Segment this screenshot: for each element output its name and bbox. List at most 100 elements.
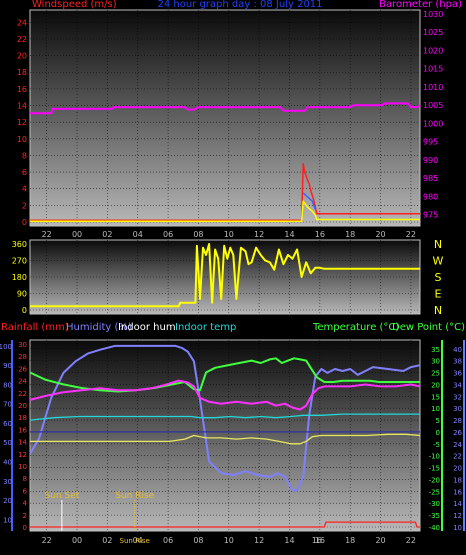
humidity-tick-label: 60 — [3, 420, 12, 428]
humidity-tick-label: 40 — [3, 459, 12, 467]
dewpoint-tick-label: 26 — [453, 429, 462, 437]
x-tick-label: 08 — [193, 230, 203, 239]
rain-tick-label: 18 — [18, 414, 27, 422]
barometer-tick-label: 1015 — [423, 65, 443, 74]
sun-rise-label: Sun Rise — [115, 491, 154, 501]
rain-tick-label: 2 — [23, 512, 27, 520]
x-tick-label: 14 — [284, 230, 294, 239]
barometer-tick-label: 1025 — [423, 28, 443, 37]
temperature-tick-label: -35 — [429, 512, 440, 520]
x-tick-label: 00 — [72, 536, 82, 545]
x-tick-label: 12 — [254, 536, 264, 545]
humidity-tick-label: 20 — [3, 497, 12, 505]
rain-tick-label: 26 — [18, 365, 27, 373]
rain-tick-label: 12 — [18, 451, 27, 459]
series-line-humidity — [29, 344, 421, 492]
x-tick-label: 20 — [375, 230, 385, 239]
wind-tick-label: 8 — [22, 151, 27, 160]
x-tick-label: 08 — [193, 536, 203, 545]
temperature-tick-label: 5 — [436, 417, 440, 425]
dewpoint-tick-label: 12 — [453, 512, 462, 520]
wind-tick-label: 2 — [22, 201, 27, 210]
dewpoint-tick-label: 32 — [453, 393, 462, 401]
wind-axis-label: Windspeed (m/s) — [32, 0, 117, 10]
x-tick-label: 02 — [102, 230, 112, 239]
x-tick-label: 12 — [254, 230, 264, 239]
temperature-tick-label: -15 — [429, 465, 440, 473]
wind-tick-label: 6 — [22, 168, 27, 177]
barometer-tick-label: 995 — [423, 138, 438, 147]
series-line-indoor-hum — [29, 379, 421, 411]
barometer-tick-label: 1030 — [423, 10, 443, 19]
dewpoint-tick-label: 14 — [453, 500, 462, 508]
series-line-dew-point — [30, 433, 421, 445]
x-tick-label: 04 — [133, 230, 143, 239]
direction-tick-label: 360 — [12, 240, 27, 249]
x-tick-label: 06 — [163, 536, 173, 545]
temperature-tick-label: 30 — [431, 358, 440, 366]
temperature-tick-label: 25 — [431, 370, 440, 378]
x-tick-label: 16 — [315, 536, 325, 545]
barometer-tick-label: 980 — [423, 192, 438, 201]
rain-tick-label: 16 — [18, 426, 27, 434]
x-tick-label: 22 — [406, 230, 416, 239]
barometer-tick-label: 1005 — [423, 101, 443, 110]
midnight-marker-label: 16 — [312, 536, 322, 545]
legend-label: Humidity (%) — [66, 322, 132, 333]
rain-tick-label: 28 — [18, 353, 27, 361]
wind-tick-label: 22 — [17, 35, 27, 44]
temperature-tick-label: -10 — [429, 453, 440, 461]
x-tick-label: 20 — [375, 536, 385, 545]
x-tick-label: 00 — [72, 230, 82, 239]
legend-label: Indoor hum — [118, 322, 176, 333]
humidity-tick-label: 30 — [3, 478, 12, 486]
dewpoint-tick-label: 10 — [453, 524, 462, 532]
temperature-tick-label: 35 — [431, 346, 440, 354]
x-tick-label: 06 — [163, 230, 173, 239]
x-tick-label: 10 — [224, 230, 234, 239]
temperature-tick-label: -20 — [429, 476, 440, 484]
direction-tick-label: 180 — [12, 273, 27, 282]
temperature-tick-label: 10 — [431, 405, 440, 413]
series-line-barometer — [30, 102, 421, 115]
legend-label: Rainfall (mm) — [1, 322, 69, 333]
dewpoint-tick-label: 28 — [453, 417, 462, 425]
rain-tick-label: 30 — [18, 341, 27, 349]
dewpoint-tick-label: 24 — [453, 441, 462, 449]
humidity-tick-label: 50 — [3, 439, 12, 447]
chart-title: 24 hour graph day : 08 July 2011 — [157, 0, 322, 10]
compass-label: S — [435, 271, 442, 284]
dewpoint-tick-label: 18 — [453, 476, 462, 484]
series-line-wind-average — [302, 192, 317, 210]
series-line-indoor-temp — [29, 413, 420, 421]
dewpoint-tick-label: 36 — [453, 370, 462, 378]
series-line-wind-direction — [30, 243, 420, 308]
temperature-tick-label: 0 — [436, 429, 440, 437]
wind-tick-label: 20 — [17, 52, 27, 61]
sun-rise-axis-label: Sun Rise — [120, 537, 150, 545]
dewpoint-tick-label: 40 — [453, 346, 462, 354]
x-tick-label: 16 — [315, 230, 325, 239]
rain-tick-label: 10 — [18, 463, 27, 471]
legend-label: Indoor temp — [175, 322, 236, 333]
rain-tick-label: 0 — [23, 524, 27, 532]
wind-tick-label: 12 — [17, 118, 27, 127]
humidity-tick-label: 10 — [3, 516, 12, 524]
barometer-tick-label: 1010 — [423, 83, 443, 92]
temperature-tick-label: -25 — [429, 488, 440, 496]
x-tick-label: 18 — [345, 536, 355, 545]
dewpoint-tick-label: 30 — [453, 405, 462, 413]
barometer-axis-label: Barometer (hpa) — [379, 0, 462, 10]
humidity-tick-label: 100 — [0, 343, 12, 351]
humidity-tick-label: 90 — [3, 362, 12, 370]
temperature-tick-label: -40 — [429, 524, 440, 532]
temperature-tick-label: 20 — [431, 381, 440, 389]
rain-tick-label: 8 — [23, 475, 27, 483]
direction-tick-label: 90 — [17, 290, 27, 299]
humidity-tick-label: 70 — [3, 401, 12, 409]
barometer-tick-label: 990 — [423, 156, 438, 165]
series-line-wind-speed — [30, 200, 420, 222]
compass-label: N — [434, 238, 442, 251]
